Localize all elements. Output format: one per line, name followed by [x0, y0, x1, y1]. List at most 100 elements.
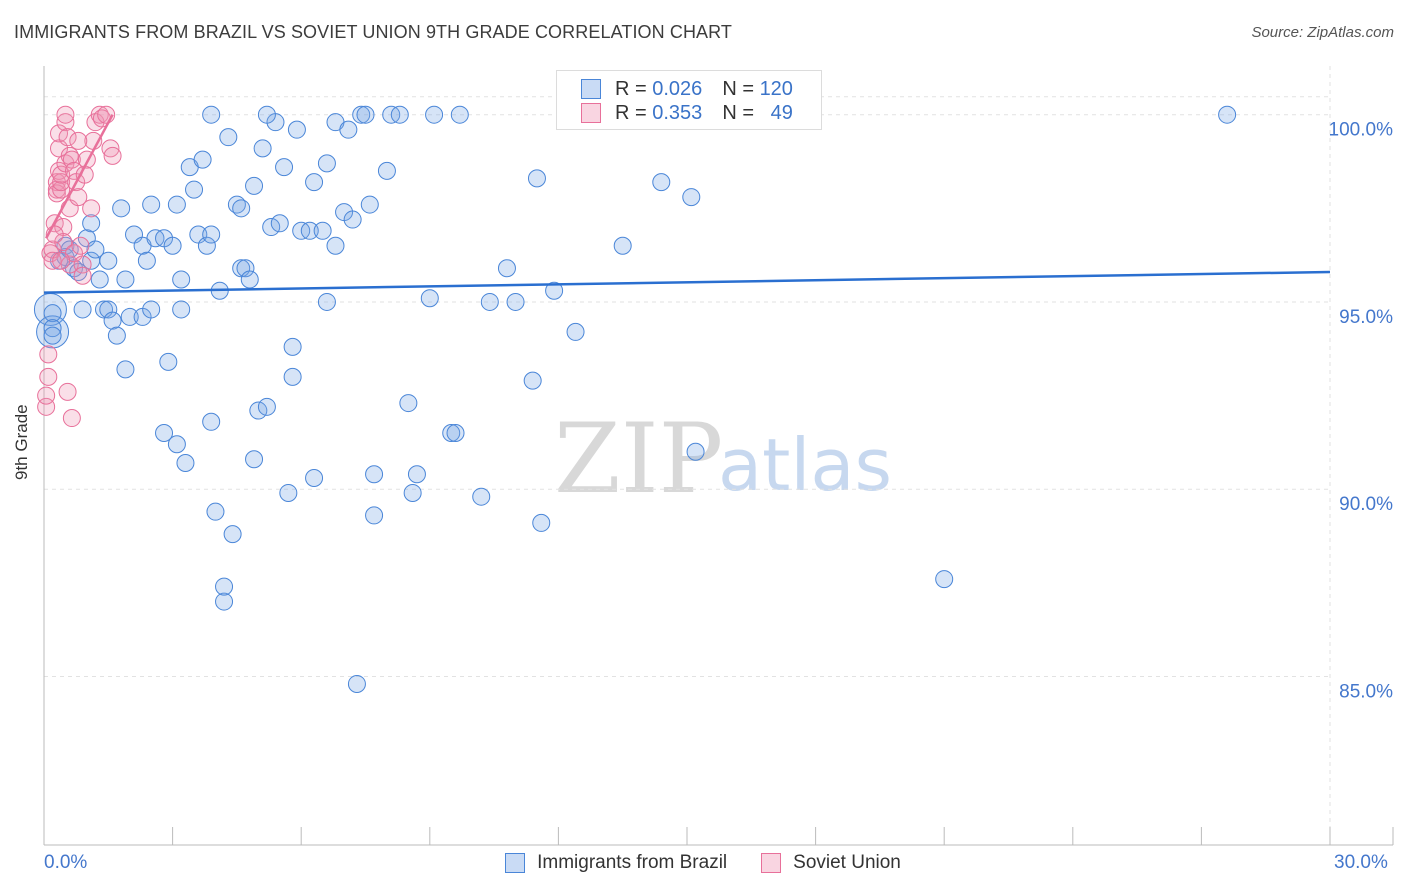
legend-row-brazil: R = 0.026 N = 120	[581, 77, 793, 101]
legend-r-label: R =	[615, 101, 647, 124]
legend-item-soviet: Soviet Union	[761, 852, 901, 874]
data-point-soviet	[82, 199, 101, 218]
data-point-brazil	[202, 412, 221, 431]
data-point-brazil	[99, 300, 118, 319]
data-point-brazil	[206, 502, 225, 521]
data-point-brazil	[275, 158, 294, 177]
data-point-soviet	[69, 188, 88, 207]
chart-title: IMMIGRANTS FROM BRAZIL VS SOVIET UNION 9…	[14, 22, 733, 42]
data-point-brazil	[142, 195, 161, 214]
data-point-brazil	[613, 236, 632, 255]
data-point-brazil	[425, 105, 444, 124]
data-point-brazil	[352, 105, 371, 124]
trend-line-brazil	[43, 270, 1331, 294]
data-point-brazil	[172, 300, 191, 319]
data-point-brazil	[390, 105, 409, 124]
data-point-soviet	[69, 131, 88, 150]
data-point-brazil	[652, 173, 671, 192]
data-point-brazil	[163, 236, 182, 255]
x-tick-max: 30.0%	[1334, 852, 1388, 873]
data-point-brazil	[167, 195, 186, 214]
data-point-brazil	[300, 221, 319, 240]
legend-r-value: 0.026	[652, 77, 703, 100]
data-point-brazil	[545, 281, 564, 300]
data-point-soviet	[62, 150, 81, 169]
x-tick-min: 0.0%	[44, 852, 88, 873]
data-point-soviet	[56, 105, 75, 124]
legend-r-label: R =	[615, 77, 647, 100]
data-point-brazil	[202, 225, 221, 244]
data-point-soviet	[101, 139, 120, 158]
data-point-brazil	[356, 105, 375, 124]
data-point-brazil	[287, 120, 306, 139]
legend-item-brazil: Immigrants from Brazil	[505, 852, 727, 874]
data-point-brazil	[176, 453, 195, 472]
data-point-brazil	[120, 307, 139, 326]
data-point-brazil	[365, 506, 384, 525]
legend-swatch-soviet	[761, 853, 782, 873]
data-point-brazil	[407, 465, 426, 484]
data-point-brazil	[480, 292, 499, 311]
y-tick-label: 95.0%	[1339, 307, 1393, 328]
data-point-soviet	[37, 386, 56, 405]
data-point-brazil	[197, 236, 216, 255]
data-point-brazil	[347, 674, 366, 693]
data-point-brazil	[446, 424, 465, 443]
data-point-brazil	[257, 397, 276, 416]
data-point-brazil	[202, 105, 221, 124]
data-point-brazil	[240, 270, 259, 289]
data-point-brazil	[523, 371, 542, 390]
data-point-brazil	[43, 319, 62, 338]
data-point-brazil	[317, 292, 336, 311]
data-point-soviet	[103, 146, 122, 165]
stats-legend: R = 0.026 N = 120 R = 0.353 N = 49	[556, 70, 822, 130]
data-point-brazil	[232, 199, 251, 218]
data-point-brazil	[566, 322, 585, 341]
trend-line-soviet	[45, 114, 114, 239]
watermark-zip: ZIP	[554, 403, 723, 515]
data-point-brazil	[365, 465, 384, 484]
data-point-brazil	[506, 292, 525, 311]
data-point-soviet	[58, 128, 77, 147]
legend-n-label: N =	[722, 77, 754, 100]
legend-row-soviet: R = 0.353 N = 49	[581, 101, 793, 125]
data-point-brazil	[399, 394, 418, 413]
y-axis-label: 9th Grade	[12, 404, 31, 480]
data-point-brazil	[497, 259, 516, 278]
y-tick-label: 90.0%	[1339, 494, 1393, 515]
legend-label-brazil: Immigrants from Brazil	[537, 852, 728, 873]
data-point-brazil	[112, 199, 131, 218]
y-tick-label: 100.0%	[1329, 120, 1394, 141]
data-point-brazil	[403, 483, 422, 502]
data-point-brazil	[262, 218, 281, 237]
series-legend: Immigrants from Brazil Soviet Union	[0, 852, 1406, 874]
data-point-brazil	[86, 240, 105, 259]
data-point-brazil	[1218, 105, 1237, 124]
data-point-brazil	[103, 311, 122, 330]
data-point-brazil	[215, 577, 234, 596]
data-point-brazil	[43, 304, 62, 323]
data-point-soviet	[73, 266, 92, 285]
data-point-brazil	[317, 154, 336, 173]
data-point-brazil	[377, 161, 396, 180]
data-point-brazil	[279, 483, 298, 502]
data-point-brazil	[73, 300, 92, 319]
data-point-brazil	[283, 337, 302, 356]
data-point-brazil	[185, 180, 204, 199]
data-point-brazil	[249, 401, 268, 420]
data-point-brazil	[90, 270, 109, 289]
legend-n-value: 120	[759, 77, 793, 100]
legend-swatch-brazil	[581, 79, 601, 99]
data-point-soviet	[58, 382, 77, 401]
data-point-soviet	[39, 367, 58, 386]
data-point-brazil	[219, 128, 238, 147]
data-point-brazil	[339, 120, 358, 139]
legend-r-value: 0.353	[652, 101, 703, 124]
data-point-brazil	[99, 251, 118, 270]
legend-label-soviet: Soviet Union	[793, 852, 901, 873]
data-point-soviet	[39, 345, 58, 364]
data-point-brazil	[137, 251, 156, 270]
legend-swatch-brazil	[505, 853, 526, 873]
data-point-brazil	[257, 105, 276, 124]
